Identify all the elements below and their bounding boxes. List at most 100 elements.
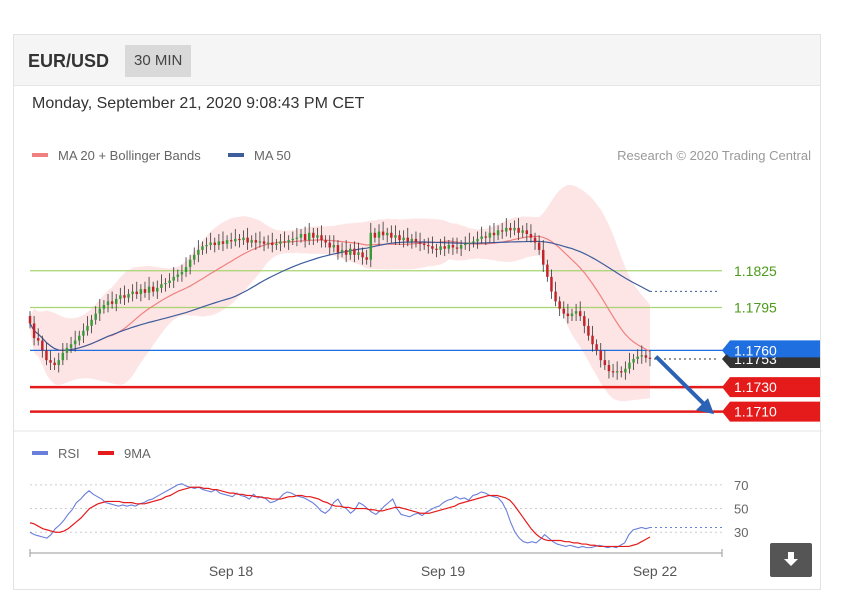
candle-body: [225, 240, 229, 244]
level-tag-1.1710: [722, 401, 820, 422]
x-tick-label: Sep 22: [633, 563, 678, 579]
candle-body: [550, 276, 553, 292]
candle-body: [443, 246, 446, 249]
candle-body: [476, 238, 479, 242]
candle-body: [328, 242, 331, 248]
candle-body: [385, 232, 389, 236]
candle-body: [418, 242, 422, 244]
rsi-legend-label: RSI: [58, 446, 80, 461]
candle-body: [61, 352, 65, 361]
candle-body: [603, 360, 607, 366]
candle-body: [427, 245, 430, 247]
bollinger-band: [30, 184, 650, 402]
x-tick-label: Sep 18: [209, 563, 254, 579]
candle-body: [340, 249, 344, 253]
candle-body: [102, 305, 106, 309]
candle-body: [607, 365, 611, 372]
ma20-swatch: [32, 153, 48, 157]
candle-body: [110, 301, 114, 304]
candle-body: [632, 358, 635, 363]
candle-body: [537, 242, 541, 250]
candle-body: [517, 227, 520, 233]
candle-body: [123, 295, 126, 298]
candle-body: [32, 323, 36, 339]
candle-body: [394, 235, 397, 238]
labels-layer: 1.18251.17951.17601.17301.17101.17531.17…: [654, 263, 820, 422]
level-label-1.1825: 1.1825: [734, 263, 777, 279]
candle-body: [620, 371, 623, 373]
candle-body: [349, 248, 352, 255]
candle-body: [201, 246, 204, 250]
candle-body: [533, 237, 537, 243]
legend: MA 20 + Bollinger Bands MA 50 Research ©…: [32, 148, 811, 461]
level-label-1.1710: 1.1710: [734, 404, 777, 420]
candle-body: [373, 232, 377, 238]
candle-body: [542, 249, 545, 265]
candle-body: [369, 232, 373, 260]
level-tag-1.1760-top: [722, 341, 820, 358]
candle-body: [246, 237, 249, 243]
download-button[interactable]: [770, 543, 812, 577]
chart-header: EUR/USD 30 MIN: [14, 35, 820, 86]
rsi-tick-30: 30: [734, 525, 748, 540]
candle-body: [258, 241, 262, 243]
candle-body: [139, 289, 143, 295]
candle-body: [164, 283, 167, 285]
candle-body: [168, 280, 171, 283]
candle-body: [180, 271, 184, 275]
candle-body: [525, 230, 529, 234]
candle-body: [41, 340, 44, 351]
candle-body: [558, 301, 561, 309]
timeframe-badge[interactable]: 30 MIN: [125, 45, 192, 77]
candle-body: [160, 284, 163, 288]
candle-body: [106, 301, 110, 306]
candle-body: [357, 252, 360, 255]
rsi9-line: [29, 486, 651, 548]
rsi-swatch: [32, 451, 48, 455]
rsi-tick-70: 70: [734, 478, 748, 493]
candle-body: [468, 242, 471, 244]
candle-body: [82, 330, 85, 336]
candle-body: [229, 240, 233, 242]
candle-body: [402, 237, 405, 241]
candle-body: [492, 232, 496, 236]
candle-body: [131, 291, 134, 295]
candle-body: [242, 237, 245, 241]
ma50-line: [29, 240, 651, 351]
candle-body: [65, 347, 69, 353]
candle-body: [90, 319, 93, 326]
candle-body: [595, 344, 598, 351]
candle-body: [459, 245, 463, 249]
candle-body: [353, 248, 356, 255]
candle-body: [496, 230, 500, 236]
candle-body: [205, 245, 208, 247]
candle-body: [86, 325, 89, 331]
candle-body: [529, 234, 533, 238]
chart-canvas: 30 50 70 Sep 18 Sep 19 Sep 22 1.1825 1.1795 1.1…: [14, 148, 822, 579]
candle-body: [505, 227, 508, 232]
candle-body: [156, 287, 159, 292]
candle-body: [422, 243, 426, 246]
candle-body: [435, 248, 438, 250]
candle-body: [307, 232, 311, 241]
ma50-swatch: [228, 153, 244, 157]
candle-body: [574, 311, 578, 314]
candle-body: [615, 371, 619, 373]
candle-body: [365, 257, 368, 260]
candle-body: [193, 254, 196, 260]
candle-body: [451, 245, 455, 248]
ma20-legend-label: MA 20 + Bollinger Bands: [58, 148, 201, 163]
candle-body: [554, 291, 557, 302]
candle-body: [135, 291, 138, 295]
candle-body: [624, 368, 627, 373]
candle-body: [488, 232, 492, 238]
candle-body: [381, 231, 385, 236]
candle-body: [390, 232, 393, 238]
candle-body: [636, 356, 639, 359]
candle-body: [303, 234, 307, 241]
candle-body: [184, 267, 188, 272]
candle-body: [36, 338, 40, 341]
candle-body: [312, 232, 315, 238]
candle-body: [566, 313, 570, 317]
candle-body: [644, 355, 648, 358]
